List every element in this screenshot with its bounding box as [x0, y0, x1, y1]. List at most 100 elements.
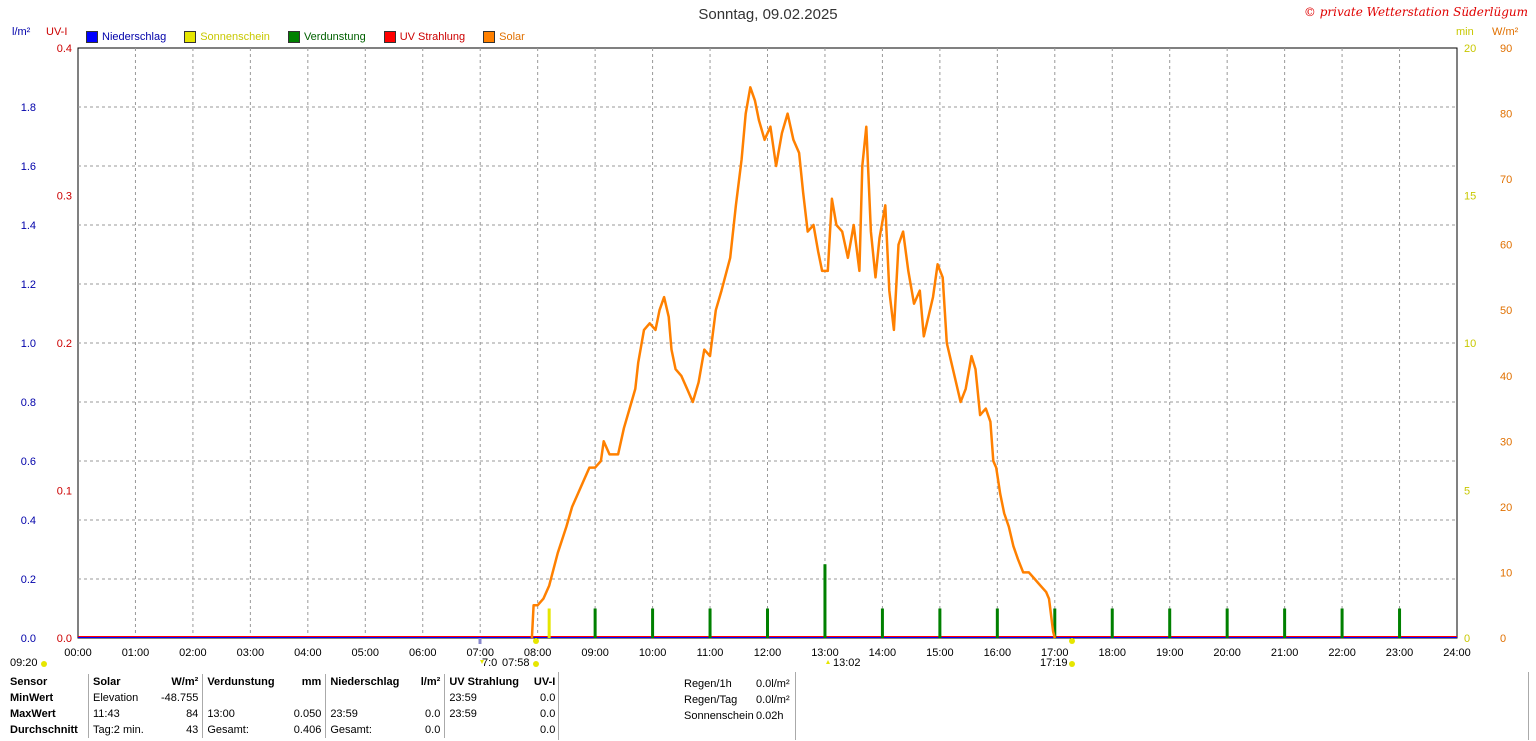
stats-row: MaxWert 11:43 84 13:00 0.050 23:59 0.0 2… — [6, 706, 559, 722]
x-tick-label: 17:00 — [1041, 647, 1069, 659]
stats-cell: 84 — [186, 708, 199, 720]
legend-sonnenschein: Sonnenschein — [184, 31, 270, 43]
series-line-solar — [530, 86, 1057, 639]
x-tick-label: 22:00 — [1328, 647, 1356, 659]
y-tick-label-niederschlag: 0.2 — [21, 574, 36, 586]
x-tick-label: 20:00 — [1213, 647, 1241, 659]
y-tick-label-niederschlag: 0.0 — [21, 633, 36, 645]
legend-uv: UV Strahlung — [383, 31, 466, 43]
legend-label: Solar — [499, 31, 525, 43]
stats-cell: 43 — [186, 724, 199, 736]
y-tick-label-solar: 90 — [1500, 43, 1512, 55]
y-tick-label-niederschlag: 1.6 — [21, 161, 36, 173]
legend-label: Verdunstung — [303, 31, 366, 43]
unit-label-sonnenschein: min — [1456, 26, 1474, 38]
stats-cell: Tag:2 min. — [88, 722, 157, 738]
summary-value: 0.02h — [756, 710, 784, 722]
stats-header: UV Strahlung — [444, 674, 524, 690]
copyright-label: © private Wetterstation Süderlügum — [1303, 5, 1528, 19]
x-tick-label: 04:00 — [294, 647, 322, 659]
legend-verdunstung: Verdunstung — [287, 31, 366, 43]
stats-cell — [202, 690, 288, 706]
unit-label-uv: UV-I — [46, 26, 68, 38]
legend-swatch — [483, 31, 496, 43]
x-tick-label: 07:00 — [466, 647, 494, 659]
stats-cell: 23:59 — [325, 706, 413, 722]
x-tick-label: 19:00 — [1156, 647, 1184, 659]
stats-table: Sensor Solar W/m² Verdunstung mm Nieders… — [6, 674, 559, 738]
bar-verdunstung — [766, 608, 769, 638]
legend-label: UV Strahlung — [399, 31, 466, 43]
x-tick-label: 06:00 — [409, 647, 437, 659]
x-tick-label: 02:00 — [179, 647, 207, 659]
y-tick-label-sonnenschein: 20 — [1464, 43, 1476, 55]
y-tick-label-sonnenschein: 5 — [1464, 486, 1470, 498]
y-tick-label-niederschlag: 1.2 — [21, 279, 36, 291]
sun-marker — [1069, 638, 1075, 644]
sun-marker — [41, 661, 47, 667]
sunrise-marker-icon — [480, 660, 484, 664]
x-tick-label: 13:00 — [811, 647, 839, 659]
bar-verdunstung — [1283, 608, 1287, 638]
unit-label-solar: W/m² — [1492, 26, 1519, 38]
legend-niederschlag: Niederschlag — [86, 31, 166, 43]
y-tick-label-solar: 80 — [1500, 109, 1512, 121]
x-tick-label: 08:00 — [524, 647, 552, 659]
stats-header: Niederschlag — [325, 674, 413, 690]
stats-cell: 0.406 — [293, 724, 322, 736]
sunset-time: 17:19 — [1040, 657, 1068, 669]
y-tick-label-solar: 30 — [1500, 436, 1512, 448]
bar-verdunstung — [995, 608, 999, 638]
stats-header-row: Sensor Solar W/m² Verdunstung mm Nieders… — [6, 674, 559, 690]
stats-cell: 0.0 — [540, 692, 556, 704]
y-tick-label-niederschlag: 1.4 — [21, 220, 36, 232]
bar-verdunstung — [1340, 608, 1344, 638]
stats-divider — [1528, 672, 1529, 740]
stats-cell: 0.0 — [540, 708, 556, 720]
stats-header: mm — [301, 676, 322, 688]
y-tick-label-solar: 40 — [1500, 371, 1512, 383]
y-tick-label-solar: 60 — [1500, 240, 1512, 252]
bar-verdunstung — [823, 564, 827, 638]
bar-verdunstung — [1168, 608, 1172, 638]
stats-cell — [412, 690, 445, 706]
y-tick-label-niederschlag: 0.6 — [21, 456, 36, 468]
stats-divider — [558, 672, 559, 740]
stats-cell: 13:00 — [202, 706, 288, 722]
x-tick-label: 14:00 — [869, 647, 897, 659]
y-tick-label-solar: 0 — [1500, 633, 1506, 645]
bar-verdunstung — [593, 608, 597, 638]
summary-key: Regen/Tag — [684, 694, 738, 706]
stats-header: Solar — [88, 674, 157, 690]
stats-divider — [795, 672, 796, 740]
sunrise-time: 07:58 — [502, 657, 530, 669]
summary-key: Regen/1h — [684, 678, 732, 690]
stats-cell — [444, 722, 524, 738]
x-tick-label: 12:00 — [754, 647, 782, 659]
x-tick-label: 00:00 — [64, 647, 92, 659]
bar-verdunstung — [1398, 608, 1402, 638]
y-tick-label-solar: 50 — [1500, 305, 1512, 317]
sun-marker — [533, 638, 539, 644]
time-mark-left: 09:20 — [10, 657, 38, 669]
bar-verdunstung — [1053, 608, 1057, 638]
sun-marker — [1069, 661, 1075, 667]
x-tick-label: 10:00 — [639, 647, 667, 659]
stats-row-label: MaxWert — [10, 708, 56, 720]
bar-verdunstung — [1110, 608, 1114, 638]
stats-cell: Elevation — [88, 690, 157, 706]
y-tick-label-sonnenschein: 10 — [1464, 338, 1476, 350]
stats-header: l/m² — [420, 676, 441, 688]
y-tick-label-sonnenschein: 0 — [1464, 633, 1470, 645]
sun-marker — [533, 661, 539, 667]
legend-swatch — [287, 31, 300, 43]
uv-max-marker-icon — [826, 660, 830, 664]
stats-cell — [287, 690, 326, 706]
x-tick-label: 23:00 — [1386, 647, 1414, 659]
bar-verdunstung — [938, 608, 942, 638]
stats-cell: 11:43 — [88, 706, 157, 722]
stats-cell: 0.0 — [425, 724, 441, 736]
stats-header: W/m² — [171, 676, 199, 688]
x-tick-label: 21:00 — [1271, 647, 1299, 659]
